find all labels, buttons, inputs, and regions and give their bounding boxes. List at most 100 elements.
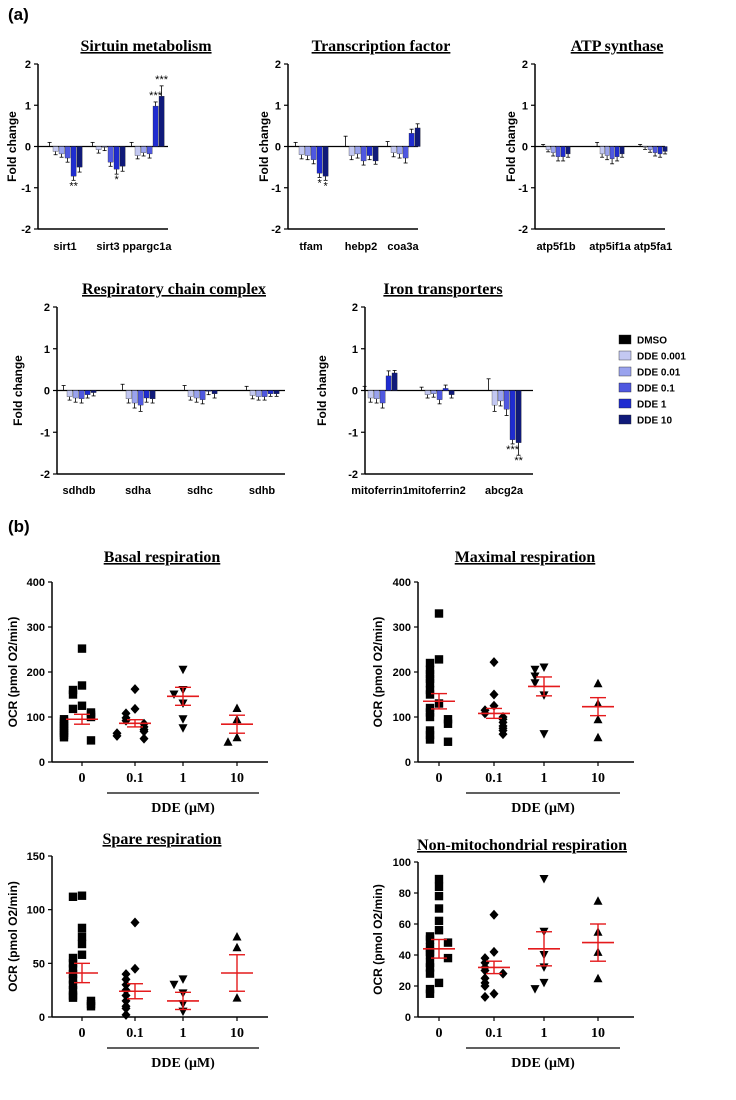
point-triangle-up xyxy=(232,932,242,941)
x-axis-label: DDE (μM) xyxy=(511,801,575,816)
panel-a-label: (a) xyxy=(8,5,29,24)
y-tick-label: 400 xyxy=(393,577,411,589)
significance-label: * xyxy=(114,174,119,186)
significance-label: * xyxy=(317,177,322,189)
point-square xyxy=(425,712,435,722)
point-diamond xyxy=(139,733,149,744)
bar xyxy=(555,146,561,157)
chart-title: ATP synthase xyxy=(571,38,664,55)
bar xyxy=(52,146,59,152)
legend-swatch xyxy=(618,398,632,409)
x-tick-label: 0 xyxy=(79,771,86,786)
point-triangle-down xyxy=(178,665,188,675)
point-square xyxy=(443,737,453,746)
bar xyxy=(414,127,421,147)
x-tick-label: 0.1 xyxy=(485,771,503,786)
bar xyxy=(609,146,615,160)
y-tick-label: -2 xyxy=(21,224,31,236)
bar xyxy=(137,390,144,406)
category-label: sdhb xyxy=(249,485,276,497)
bar xyxy=(619,146,625,155)
bar xyxy=(385,375,392,391)
point-square xyxy=(434,926,444,935)
point-square xyxy=(77,932,87,941)
bar xyxy=(78,390,85,400)
y-tick-label: 1 xyxy=(44,344,50,356)
y-tick-label: -1 xyxy=(40,427,50,439)
bar xyxy=(113,146,120,170)
category-label: coa3a xyxy=(387,241,419,253)
point-triangle-up xyxy=(593,678,603,688)
bar xyxy=(515,390,522,443)
x-axis-label: DDE (μM) xyxy=(511,1056,575,1071)
x-tick-label: 1 xyxy=(180,771,187,786)
point-square xyxy=(434,874,444,884)
bar xyxy=(647,146,653,150)
chart-title: Iron transporters xyxy=(383,281,502,298)
x-tick-label: 10 xyxy=(591,771,605,786)
bar xyxy=(193,390,200,399)
y-tick-label: 2 xyxy=(44,302,50,314)
y-tick-label: 300 xyxy=(27,622,45,634)
y-tick-label: 400 xyxy=(27,577,45,589)
bar xyxy=(348,146,355,156)
bar xyxy=(390,146,397,153)
category-label: sdhc xyxy=(187,485,213,497)
y-tick-label: 0 xyxy=(39,757,45,769)
bar xyxy=(565,146,571,155)
bar xyxy=(367,390,374,399)
chart-title: Maximal respiration xyxy=(455,549,596,566)
point-square xyxy=(77,681,87,690)
bar xyxy=(267,390,274,394)
x-axis-label: DDE (μM) xyxy=(151,1056,215,1071)
category-label: atp5if1a xyxy=(589,241,631,253)
bar xyxy=(143,390,150,399)
point-square xyxy=(68,980,78,989)
bar xyxy=(70,146,77,177)
legend-swatch xyxy=(618,414,632,425)
point-diamond xyxy=(498,729,508,740)
point-square xyxy=(425,989,435,998)
bar xyxy=(322,146,329,177)
point-square xyxy=(425,679,435,688)
legend: DMSO DDE 0.001 DDE 0.01 DDE 0.1 DDE 1 DDE 10 xyxy=(618,334,686,427)
point-square xyxy=(425,670,435,679)
bar xyxy=(140,146,147,153)
y-tick-label: 0 xyxy=(44,386,50,398)
bar xyxy=(614,146,620,157)
bar xyxy=(448,390,455,395)
bar xyxy=(149,390,156,400)
bar xyxy=(354,146,361,155)
point-square xyxy=(425,969,435,978)
bar xyxy=(642,146,648,148)
point-square xyxy=(86,712,96,722)
point-triangle-up xyxy=(232,732,242,742)
point-square xyxy=(425,950,435,960)
y-tick-label: 2 xyxy=(275,59,281,71)
y-tick-label: 2 xyxy=(522,59,528,71)
y-axis-label: OCR (pmol O2/min) xyxy=(371,617,385,728)
x-tick-label: 0.1 xyxy=(126,771,144,786)
point-triangle-down xyxy=(178,975,188,984)
category-label: sdhdb xyxy=(63,485,96,497)
point-square xyxy=(434,882,444,891)
point-triangle-up xyxy=(593,732,603,742)
bar xyxy=(72,390,79,399)
bar xyxy=(131,390,138,404)
bar xyxy=(442,388,449,391)
bar xyxy=(396,146,403,155)
bar xyxy=(560,146,566,157)
legend-label: DMSO xyxy=(637,336,667,347)
point-square xyxy=(77,644,87,653)
scatter-chart-8: Non-mitochondrial respiration10080604020… xyxy=(371,837,634,1071)
y-axis-label: OCR (pmol O2/min) xyxy=(6,881,20,992)
y-tick-label: 100 xyxy=(27,712,45,724)
y-tick-label: 100 xyxy=(27,905,45,917)
y-tick-label: 80 xyxy=(399,888,411,900)
x-tick-label: 10 xyxy=(230,1026,244,1041)
y-tick-label: 2 xyxy=(352,302,358,314)
point-diamond xyxy=(121,990,131,1001)
point-square xyxy=(434,916,444,926)
